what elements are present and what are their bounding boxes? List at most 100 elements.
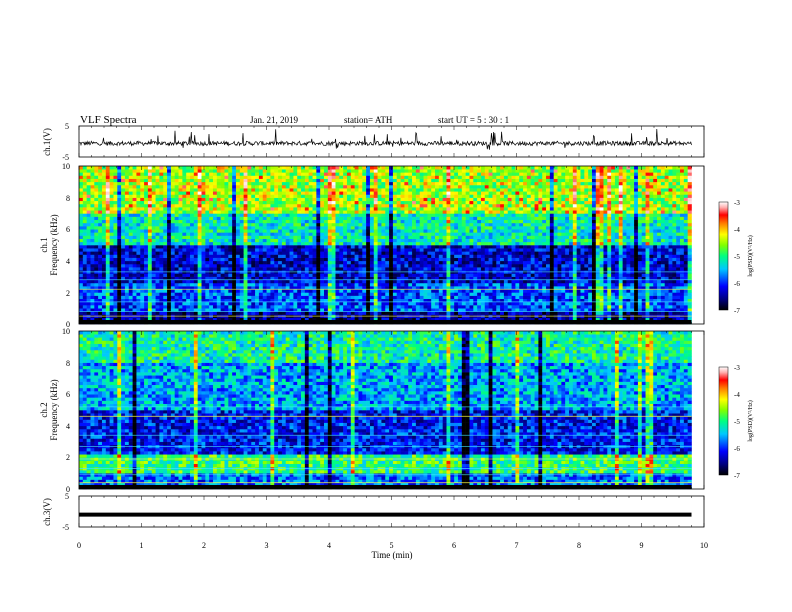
spectrogram-cell [147,235,153,239]
spectrogram-cell [622,273,627,277]
spectrogram-cell [239,282,244,287]
spectrogram-cell [653,292,658,296]
spectrogram-cell [523,282,528,287]
spectrogram-cell [438,248,443,252]
spectrogram-cell [549,241,554,246]
spectrogram-cell [117,279,122,284]
spectrogram-cell [163,245,168,249]
figure-title: VLF Spectra [80,114,137,126]
spectrogram-cell [170,254,176,258]
spectrogram-cell [626,267,631,271]
spectrogram-cell [599,229,604,233]
spectrogram-cell [664,308,669,312]
spectrogram-cell [79,311,84,315]
spectrogram-cell [343,251,348,255]
spectrogram-cell [626,305,631,309]
spectrogram-cell [534,257,539,262]
spectrogram-cell [201,298,206,303]
spectrogram-cell [343,292,348,296]
spectrogram-cell [369,245,375,249]
spectrogram-cell [136,308,141,312]
spectrogram-cell [79,286,84,290]
spectrogram-cell [182,289,187,293]
spectrogram-cell [308,254,313,258]
spectrogram-cell [672,317,677,322]
spectrogram-cell [285,305,290,309]
spectrogram-cell [511,254,516,258]
spectrogram-cell [676,311,681,315]
spectrogram-cell [676,295,681,300]
spectrogram-cell [205,289,210,293]
spectrogram-cell [595,317,600,322]
spectrogram-cell [136,229,141,233]
spectrogram-cell [572,251,577,255]
spectrogram-cell [672,286,677,290]
spectrogram-cell [657,241,662,246]
spectrogram-cell [492,317,497,322]
spectrogram-cell [258,245,264,249]
spectrogram-cell [400,235,405,239]
spectrogram-cell [546,245,551,249]
spectrogram-cell [634,298,639,303]
spectrogram-cell [385,273,390,277]
spectrogram-cell [515,263,520,268]
spectrogram-cell [396,317,401,322]
spectrogram-cell [147,282,153,287]
spectrogram-cell [362,273,367,277]
spectrogram-cell [331,317,336,322]
spectrogram-cell [584,298,589,303]
spectrogram-cell [147,248,153,252]
spectrogram-cell [580,295,585,300]
spectrogram-cell [258,267,264,271]
spectrogram-cell [201,276,206,281]
spectrogram-cell [159,276,164,281]
spectrogram-cell [82,301,87,306]
spectrogram-cell [431,241,436,246]
spectrogram-cell [423,248,428,252]
spectrogram-cell [676,241,681,246]
spectrogram-cell [519,282,524,287]
spectrogram-cell [657,286,662,290]
spectrogram-cell [553,241,558,246]
spectrogram-cell [645,317,650,322]
spectrogram-cell [324,248,329,252]
spectrogram-cell [645,241,650,246]
spectrogram-cell [461,238,466,243]
spectrogram-cell [266,226,271,230]
spectrogram-cell [473,273,478,277]
spectrogram-cell [538,308,543,312]
spectrogram-cell [109,229,114,233]
spectrogram-cell [680,308,685,312]
spectrogram-cell [377,276,382,281]
spectrogram-cell [258,257,264,262]
spectrogram-cell [369,238,375,243]
spectrogram-cell [216,295,221,300]
spectrogram-cell [182,298,187,303]
spectrogram-cell [124,241,130,246]
spectrogram-cell [358,298,363,303]
spectrogram-cell [86,317,91,322]
spectrogram-cell [117,273,122,277]
spectrogram-cell [124,292,130,296]
spectrogram-cell [565,276,570,281]
spectrogram-cell [339,282,344,287]
spectrogram-cell [614,286,620,290]
spectrogram-cell [538,254,543,258]
spectrogram-cell [354,263,359,268]
spectrogram-cell [389,308,394,312]
spectrogram-cell [377,317,382,322]
spectrogram-cell [415,289,421,293]
spectrogram-cell [584,282,589,287]
spectrogram-cell [301,298,306,303]
spectrogram-cell [385,263,390,268]
spectrogram-cell [618,254,623,258]
spectrogram-cell [611,235,616,239]
spectrogram-cell [327,241,332,246]
spectrogram-cell [155,238,160,243]
spectrogram-cell [186,273,191,277]
spectrogram-cell [611,241,616,246]
spectrogram-cell [255,229,260,233]
spectrogram-cell [477,248,482,252]
spectrogram-cell [572,286,577,290]
spectrogram-cell [687,254,692,258]
